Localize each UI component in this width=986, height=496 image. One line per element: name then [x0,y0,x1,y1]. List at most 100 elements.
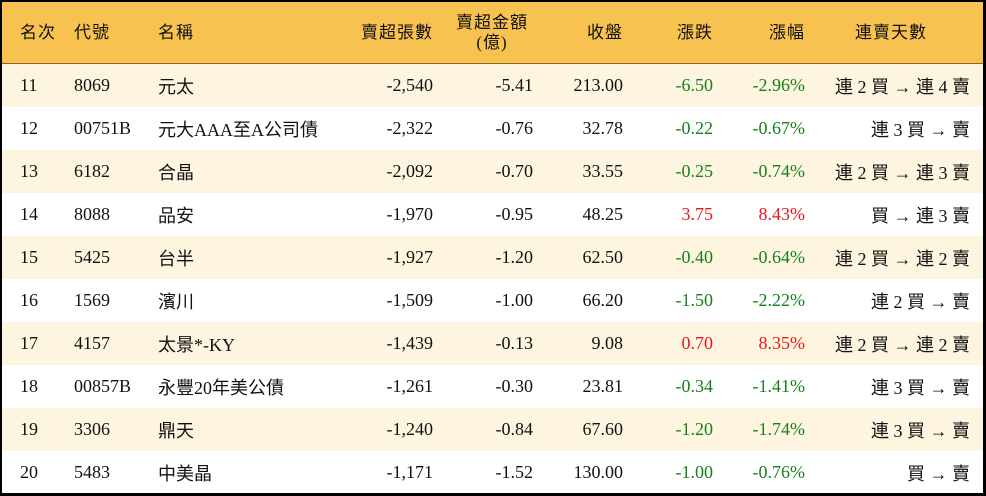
table-row[interactable]: 17 4157 太景*-KY -1,439 -0.13 9.08 0.70 8.35% 連 2 … [2,322,983,365]
cell-name[interactable]: 台半 [158,248,194,269]
cell-amount: -0.70 [495,161,534,181]
cell-name[interactable]: 太景*-KY [158,334,235,355]
cell-amount: -0.30 [495,376,534,396]
cell-close: 33.55 [582,161,624,181]
header-code[interactable]: 代號 [74,22,110,42]
cell-close: 66.20 [582,290,624,310]
cell-change: -0.25 [675,161,714,181]
cell-name[interactable]: 中美晶 [158,463,212,484]
cell-streak: 連 3 買 → 賣 [871,420,970,441]
cell-shares: -2,540 [386,75,434,95]
table-row[interactable]: 20 5483 中美晶 -1,171 -1.52 130.00 -1.00 -0.76% 買 →… [2,451,983,494]
table-row[interactable]: 19 3306 鼎天 -1,240 -0.84 67.60 -1.20 -1.74% 連 3 買… [2,408,983,451]
cell-code[interactable]: 5483 [74,462,110,482]
header-sell-streak[interactable]: 連賣天數 [855,22,927,42]
cell-shares: -1,970 [386,204,434,224]
cell-rank: 15 [20,247,38,267]
cell-close: 62.50 [582,247,624,267]
cell-name[interactable]: 永豐20年美公債 [158,377,284,398]
cell-pct: -0.74% [752,161,806,181]
header-rank[interactable]: 名次 [20,22,56,42]
cell-code[interactable]: 00857B [74,376,132,396]
cell-code[interactable]: 6182 [74,161,110,181]
cell-streak: 連 3 買 → 賣 [871,119,970,140]
cell-code[interactable]: 00751B [74,118,132,138]
cell-pct: -2.96% [752,75,806,95]
cell-rank: 11 [20,75,38,95]
cell-pct: 8.43% [758,204,806,224]
header-change[interactable]: 漲跌 [677,22,713,42]
table-row[interactable]: 14 8088 品安 -1,970 -0.95 48.25 3.75 8.43% 買 → 連 3… [2,193,983,236]
cell-pct: -1.74% [752,419,806,439]
header-net-sell-amount-label: 賣超金額 (億) [456,12,528,52]
table-body: 11 8069 元太 -2,540 -5.41 213.00 -6.50 -2.96% 連 2 … [2,64,983,494]
cell-shares: -1,509 [386,290,434,310]
cell-amount: -1.52 [495,462,534,482]
cell-name[interactable]: 鼎天 [158,420,194,441]
cell-close: 213.00 [573,75,624,95]
cell-streak: 連 3 買 → 賣 [871,377,970,398]
header-change-pct[interactable]: 漲幅 [769,22,805,42]
cell-change: 0.70 [681,333,714,353]
cell-streak: 連 2 買 → 連 2 賣 [835,248,970,269]
cell-amount: -0.84 [495,419,534,439]
cell-shares: -1,240 [386,419,434,439]
cell-amount: -0.95 [495,204,534,224]
cell-amount: -1.20 [495,247,534,267]
cell-rank: 12 [20,118,38,138]
header-close[interactable]: 收盤 [587,22,623,42]
cell-streak: 連 2 買 → 連 3 賣 [835,162,970,183]
cell-pct: -0.76% [752,462,806,482]
cell-close: 130.00 [573,462,624,482]
cell-code[interactable]: 5425 [74,247,110,267]
cell-change: -1.50 [675,290,714,310]
table-row[interactable]: 15 5425 台半 -1,927 -1.20 62.50 -0.40 -0.64% 連 2 買… [2,236,983,279]
cell-pct: 8.35% [758,333,806,353]
cell-rank: 16 [20,290,38,310]
cell-code[interactable]: 8069 [74,75,110,95]
cell-shares: -2,322 [386,118,434,138]
header-net-sell-amount[interactable]: 賣超金額 (億) [452,2,532,63]
cell-rank: 20 [20,462,38,482]
cell-change: -1.20 [675,419,714,439]
table-row[interactable]: 12 00751B 元大AAA至A公司債 -2,322 -0.76 32.78 -0.22 -… [2,107,983,150]
cell-code[interactable]: 3306 [74,419,110,439]
cell-close: 48.25 [582,204,624,224]
cell-rank: 19 [20,419,38,439]
table-row[interactable]: 13 6182 合晶 -2,092 -0.70 33.55 -0.25 -0.74% 連 2 買… [2,150,983,193]
header-name[interactable]: 名稱 [158,22,194,42]
cell-close: 23.81 [582,376,624,396]
cell-shares: -1,439 [386,333,434,353]
cell-streak: 買 → 賣 [907,463,970,484]
cell-pct: -1.41% [752,376,806,396]
table-row[interactable]: 11 8069 元太 -2,540 -5.41 213.00 -6.50 -2.96% 連 2 … [2,64,983,107]
table-row[interactable]: 16 1569 濱川 -1,509 -1.00 66.20 -1.50 -2.22% 連 2 買… [2,279,983,322]
cell-rank: 14 [20,204,38,224]
cell-amount: -5.41 [495,75,534,95]
header-net-sell-shares[interactable]: 賣超張數 [361,22,433,42]
cell-name[interactable]: 元太 [158,76,194,97]
cell-name[interactable]: 品安 [158,205,194,226]
cell-streak: 買 → 連 3 賣 [871,205,970,226]
cell-rank: 18 [20,376,38,396]
table-row[interactable]: 18 00857B 永豐20年美公債 -1,261 -0.30 23.81 -0.34 -1.… [2,365,983,408]
cell-name[interactable]: 元大AAA至A公司債 [158,119,318,140]
cell-shares: -1,171 [386,462,434,482]
cell-streak: 連 2 買 → 連 4 賣 [835,76,970,97]
cell-shares: -1,261 [386,376,434,396]
cell-shares: -2,092 [386,161,434,181]
table-header: 名次 代號 名稱 賣超張數 賣超金額 (億) 收盤 漲跌 漲幅 連賣天數 [2,2,983,64]
cell-change: -1.00 [675,462,714,482]
cell-code[interactable]: 1569 [74,290,110,310]
cell-streak: 連 2 買 → 連 2 賣 [835,334,970,355]
cell-name[interactable]: 合晶 [158,162,194,183]
cell-amount: -0.76 [495,118,534,138]
cell-code[interactable]: 8088 [74,204,110,224]
cell-code[interactable]: 4157 [74,333,110,353]
cell-change: -6.50 [675,75,714,95]
cell-close: 32.78 [582,118,624,138]
cell-amount: -0.13 [495,333,534,353]
cell-name[interactable]: 濱川 [158,291,194,312]
cell-streak: 連 2 買 → 賣 [871,291,970,312]
